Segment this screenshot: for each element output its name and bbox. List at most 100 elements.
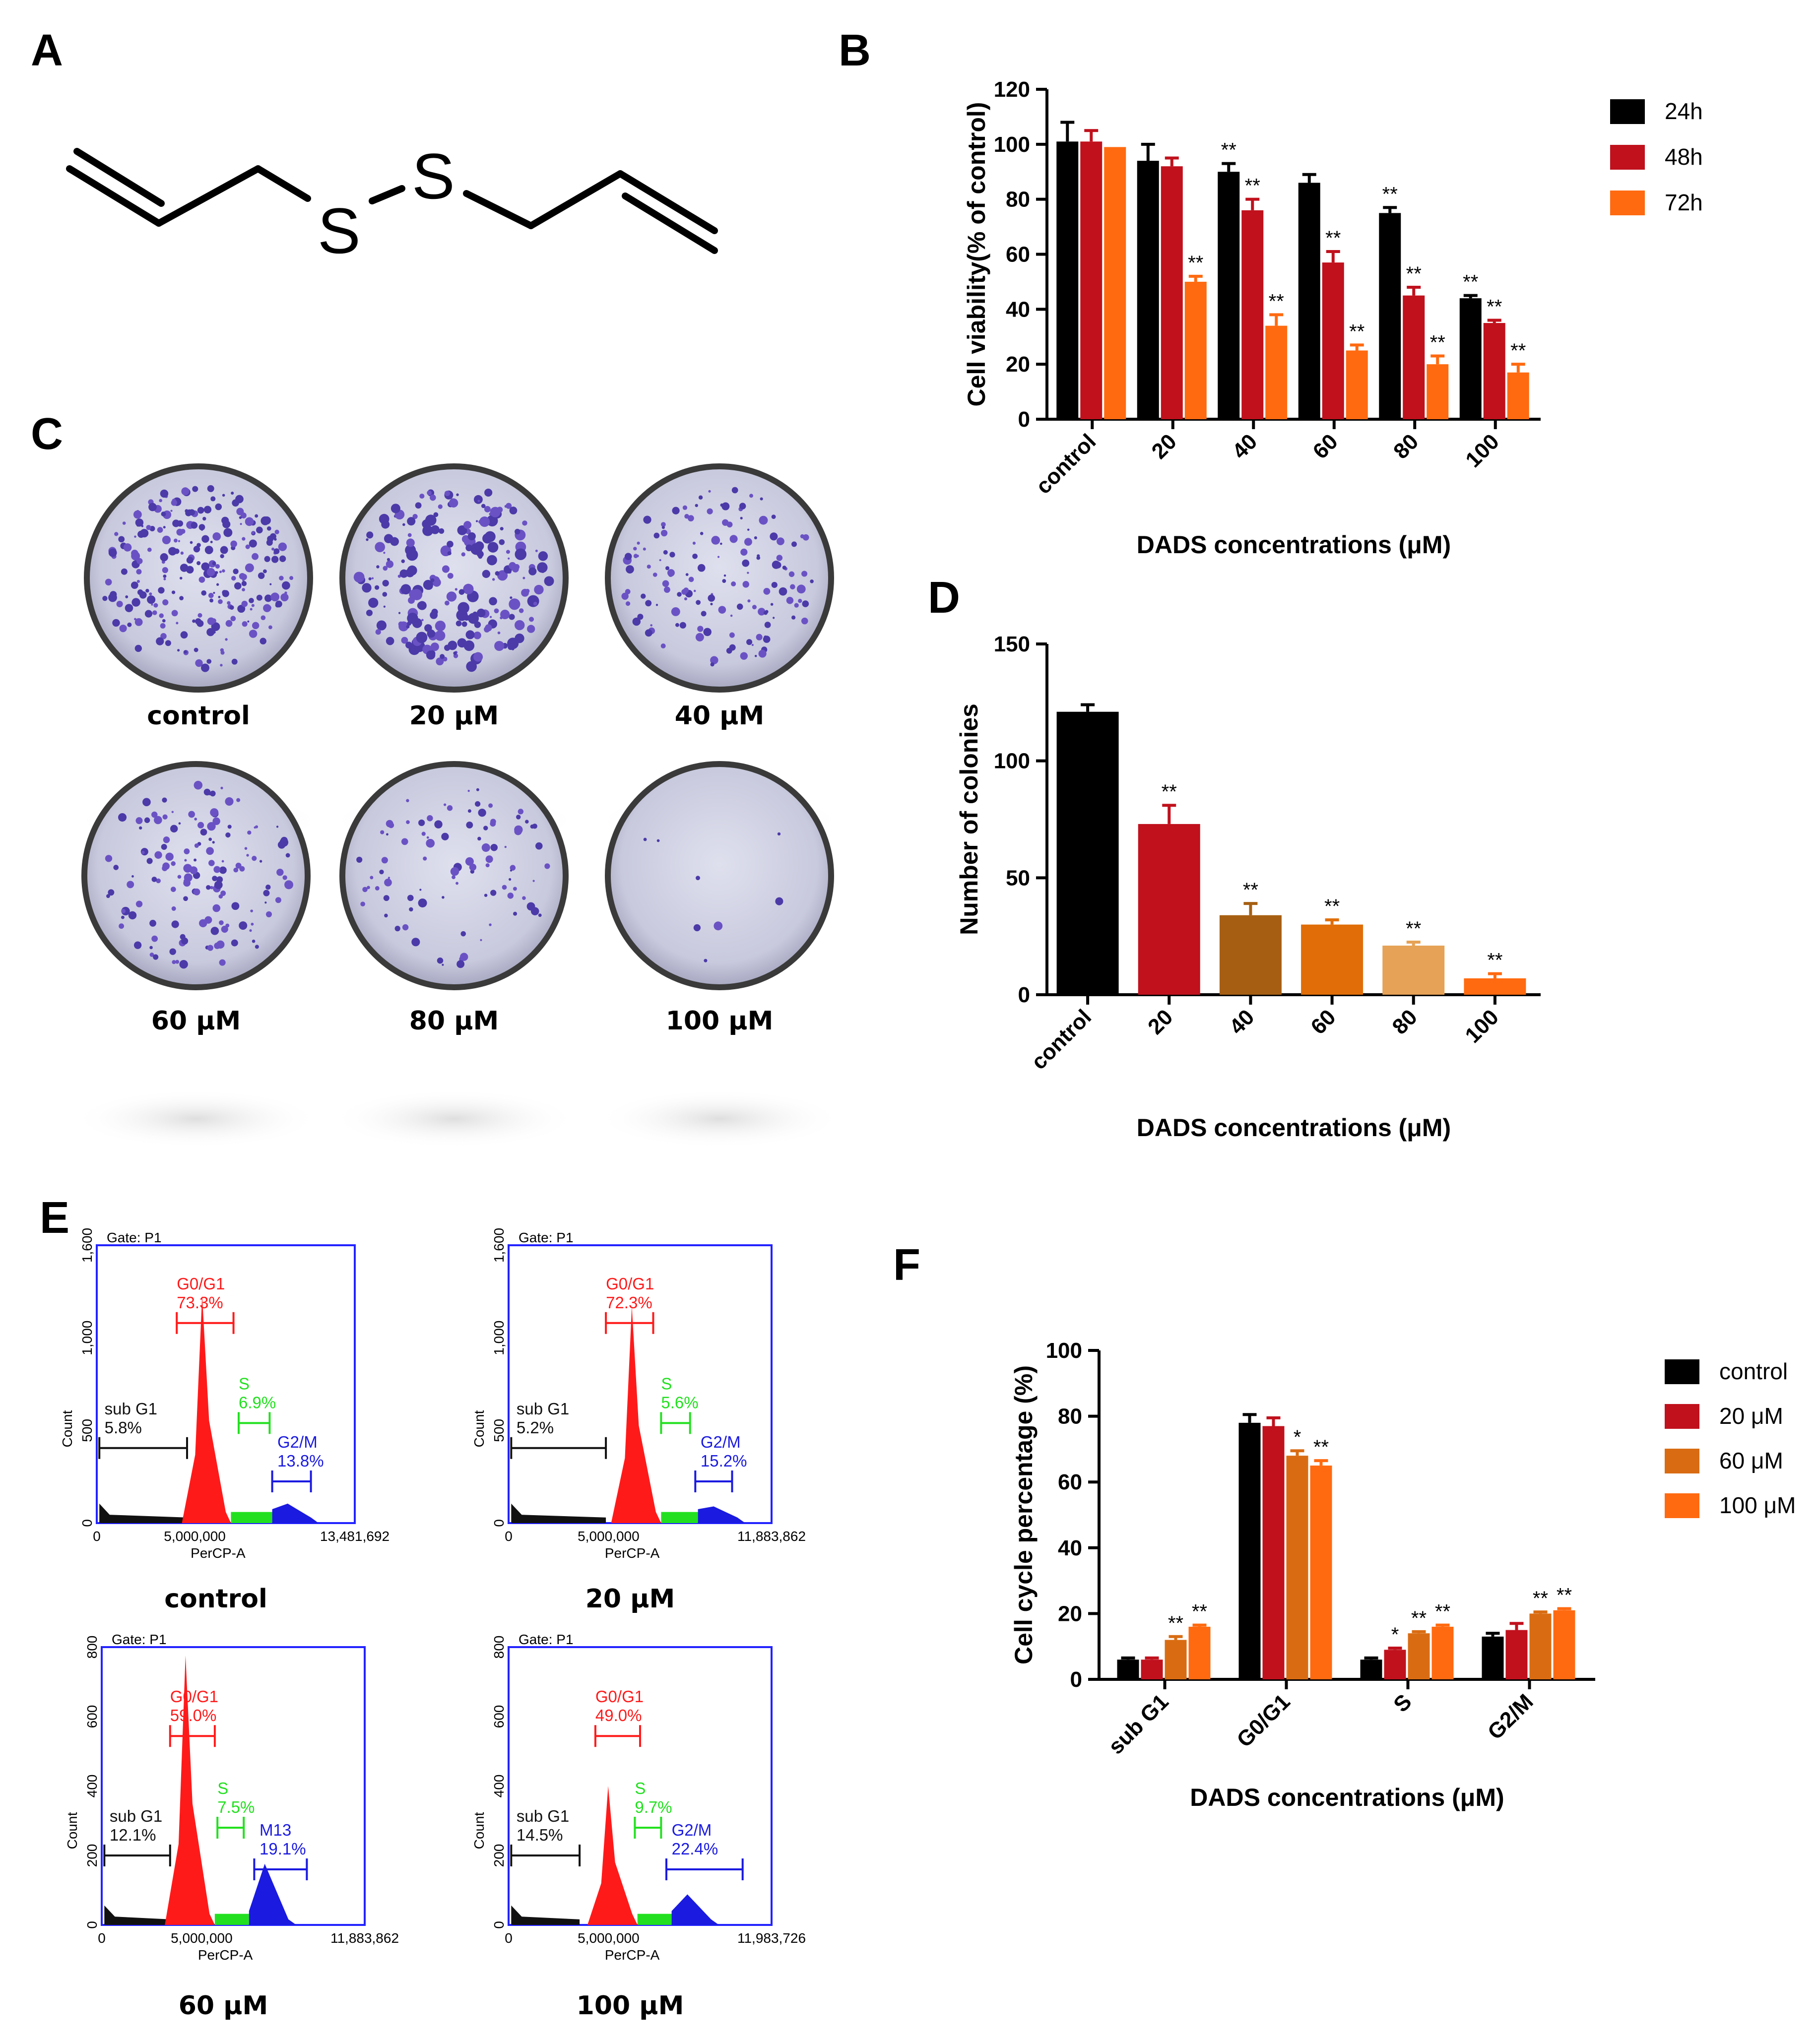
significance-label: ** xyxy=(1188,252,1203,274)
colony-dot xyxy=(250,909,253,913)
colony-dot xyxy=(151,877,157,882)
y-tick-label: 0 xyxy=(1018,983,1030,1007)
significance-label: ** xyxy=(1435,1601,1450,1623)
x-tick-label: sub G1 xyxy=(1104,1689,1173,1759)
colony-dot xyxy=(251,922,254,926)
x-max-label: 11,883,862 xyxy=(330,1930,399,1946)
colony-dot xyxy=(282,581,290,590)
g2-m-percent: 22.4% xyxy=(672,1840,718,1858)
colony-dot xyxy=(529,617,534,622)
colony-dot xyxy=(440,654,445,659)
y-tick-label: 0 xyxy=(1018,407,1030,432)
flow-histogram: Gate: P1 0 200 400 600 800 Count 0 5,000,000PerC… xyxy=(471,1632,806,1963)
sub-g1-population xyxy=(99,1503,187,1523)
colony-dot xyxy=(452,875,455,880)
colony-dot xyxy=(191,522,198,529)
y-tick-label: 80 xyxy=(1058,1405,1082,1429)
colony-dot xyxy=(151,811,158,818)
colony-dot xyxy=(214,881,223,890)
colony-dot xyxy=(131,551,140,561)
colony-dot xyxy=(210,541,213,543)
significance-label: ** xyxy=(1557,1584,1572,1606)
g0-g1-label: G0/G1 xyxy=(606,1275,654,1293)
bar xyxy=(1507,372,1529,419)
plate-shadow xyxy=(72,1089,320,1149)
colony-dot xyxy=(476,608,486,618)
colony-dot xyxy=(510,865,516,871)
colony-dot xyxy=(473,631,481,639)
colony-dot xyxy=(105,578,112,586)
colony-dot xyxy=(700,532,704,535)
colony-dot xyxy=(164,603,167,605)
colony-dot xyxy=(430,642,439,651)
colony-dot xyxy=(127,622,132,627)
colony-dot xyxy=(368,577,372,580)
significance-label: ** xyxy=(1349,320,1364,342)
colony-dot xyxy=(643,547,646,551)
colony-dot xyxy=(538,551,548,561)
colony-dot xyxy=(777,832,781,836)
colony-dot xyxy=(222,590,227,595)
colony-dot xyxy=(229,605,234,610)
colony-dot xyxy=(141,525,144,527)
bond xyxy=(66,165,162,227)
y-tick-label: 50 xyxy=(1006,866,1030,890)
colony-dot xyxy=(108,548,117,557)
colony-dot xyxy=(197,822,204,829)
colony-dot xyxy=(507,893,514,899)
g2-m-label: G2/M xyxy=(672,1821,712,1839)
colony-dot xyxy=(198,524,205,530)
colony-dot xyxy=(114,532,119,536)
colony-dot xyxy=(408,643,420,655)
sub-g1-percent: 5.2% xyxy=(517,1418,554,1437)
g2-m-percent: 15.2% xyxy=(701,1452,747,1470)
colony-dot xyxy=(183,864,193,873)
colony-dot xyxy=(163,577,166,580)
legend-swatch xyxy=(1610,191,1645,215)
colony-dot xyxy=(487,555,497,566)
colony-dot xyxy=(208,592,214,598)
colony-dot xyxy=(165,852,174,861)
s-percent: 7.5% xyxy=(217,1798,255,1816)
colony-dot xyxy=(362,583,372,593)
s-percent: 5.6% xyxy=(661,1393,698,1411)
colony-dot xyxy=(133,941,142,949)
colony-dot xyxy=(177,875,182,879)
colony-dot xyxy=(192,619,196,623)
colony-dot xyxy=(801,617,808,625)
colony-dot xyxy=(747,599,751,603)
colony-dot xyxy=(487,542,499,553)
colony-dot xyxy=(273,548,280,554)
colony-dot xyxy=(661,522,666,527)
colony-dot xyxy=(233,867,239,873)
colony-dot xyxy=(494,640,505,651)
flow-histogram: Gate: P1 0 500 1,000 1,600 Count 0 5,000,000Per… xyxy=(471,1228,806,1561)
bar xyxy=(1529,1613,1552,1679)
colony-dot xyxy=(497,570,508,581)
bar xyxy=(1310,1466,1332,1679)
colony-dot xyxy=(770,603,774,606)
colony-dot xyxy=(665,566,670,571)
colony-dot xyxy=(407,517,416,526)
x-max-label: 11,983,726 xyxy=(737,1930,806,1946)
colony-dot xyxy=(660,529,668,537)
s-phase-population xyxy=(214,1914,249,1925)
colony-dot xyxy=(208,860,215,866)
colony-dot xyxy=(158,587,165,594)
colony-dot xyxy=(162,567,168,574)
colony-dot xyxy=(535,842,543,850)
colony-dot xyxy=(174,538,178,543)
plate-shadow xyxy=(330,1089,578,1149)
y-axis-label: Count xyxy=(471,1812,487,1849)
x-mid-label: 5,000,000 xyxy=(578,1930,640,1946)
colony-dot xyxy=(467,809,471,813)
colony-dot xyxy=(763,636,771,643)
colony-dot xyxy=(786,597,794,604)
colony-dot xyxy=(185,510,192,516)
g0-g1-population xyxy=(165,1655,215,1925)
colony-dot xyxy=(723,574,726,577)
colony-dot xyxy=(446,591,457,602)
colony-dot xyxy=(474,495,483,504)
colony-dot xyxy=(231,575,236,581)
colony-dot xyxy=(533,601,537,606)
